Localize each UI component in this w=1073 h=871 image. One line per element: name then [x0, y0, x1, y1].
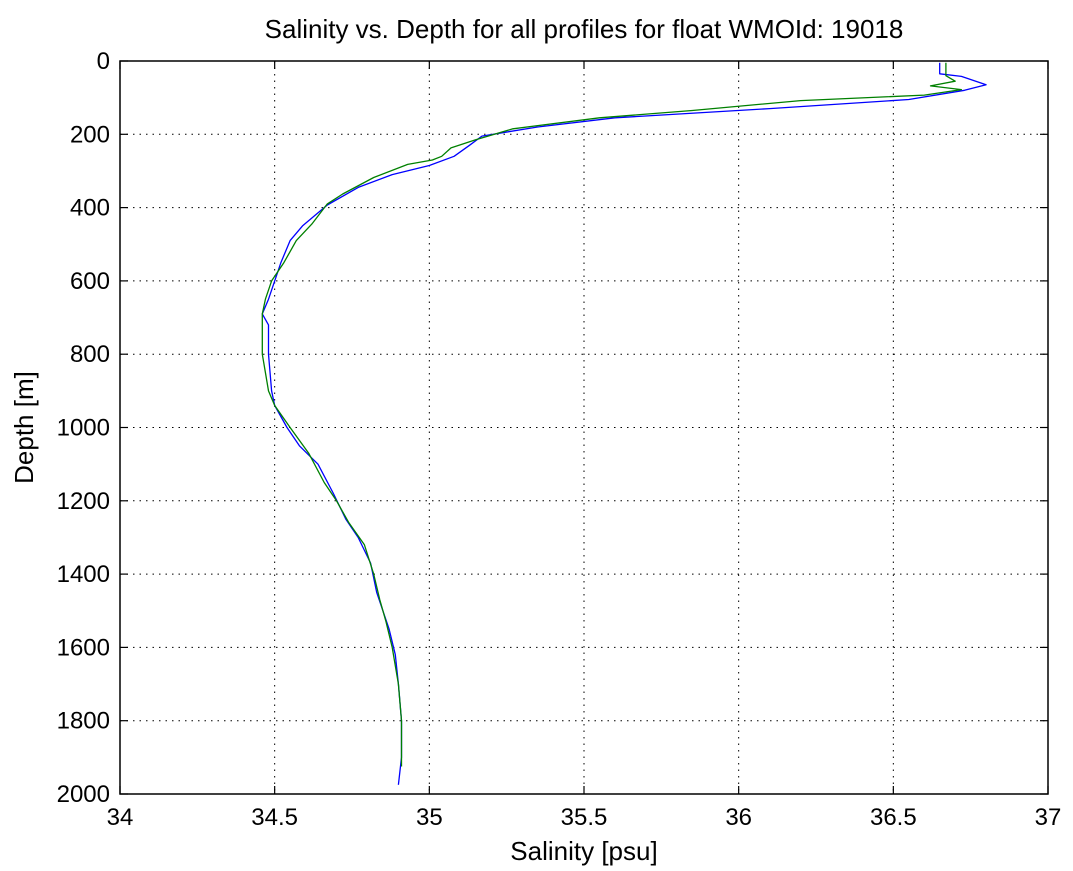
y-tick-label: 1000 [57, 415, 110, 442]
y-axis-label: Depth [m] [9, 371, 39, 484]
y-tick-label: 600 [70, 268, 110, 295]
x-axis-label: Salinity [psu] [510, 836, 657, 866]
y-tick-label: 1200 [57, 488, 110, 515]
y-tick-label: 200 [70, 121, 110, 148]
y-tick-label: 1600 [57, 634, 110, 661]
x-tick-label: 36.5 [870, 804, 917, 831]
y-tick-label: 800 [70, 341, 110, 368]
y-tick-label: 1800 [57, 708, 110, 735]
y-tick-label: 0 [97, 48, 110, 75]
x-tick-label: 36 [725, 804, 752, 831]
profile-line-1 [261, 62, 987, 785]
axis-ticks: 34 34.5 35 35.5 36 36.5 37 0 200 400 600 800 1000 120… [57, 48, 1062, 831]
y-tick-label: 1400 [57, 561, 110, 588]
y-tick-label: 400 [70, 195, 110, 222]
x-tick-label: 35.5 [561, 804, 608, 831]
x-tick-label: 35 [416, 804, 443, 831]
chart-title: Salinity vs. Depth for all profiles for … [265, 14, 904, 44]
data-series [261, 62, 987, 785]
y-tick-label: 2000 [57, 781, 110, 808]
x-tick-label: 37 [1035, 804, 1062, 831]
x-tick-label: 34.5 [251, 804, 298, 831]
x-tick-label: 34 [107, 804, 134, 831]
profile-line-2 [261, 62, 963, 767]
